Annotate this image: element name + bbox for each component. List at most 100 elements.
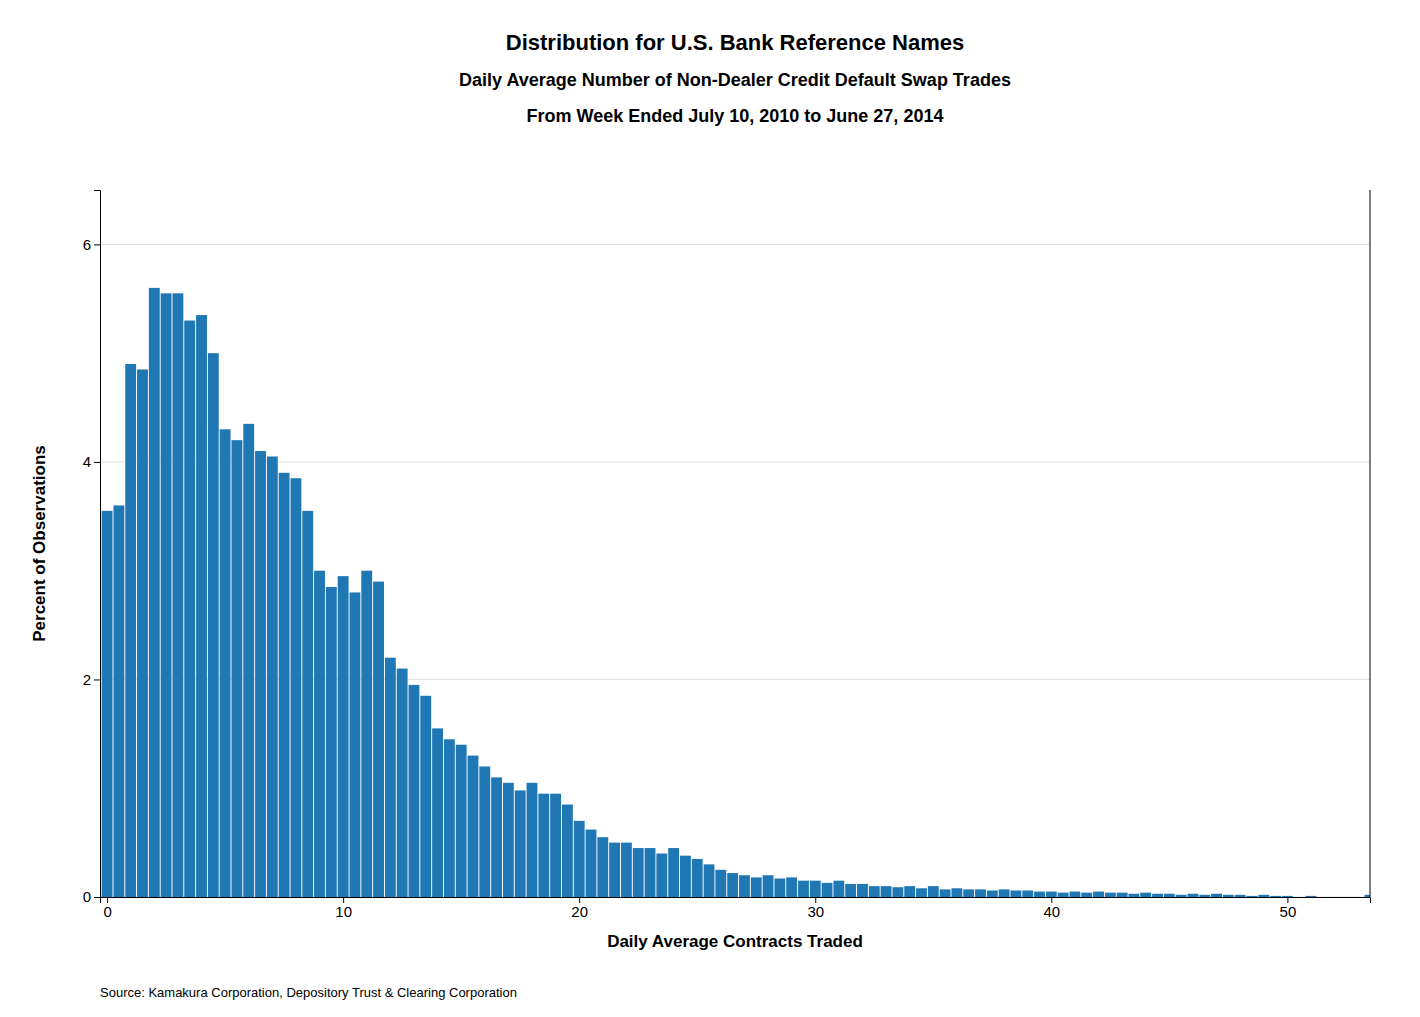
tick-label: 0 (83, 888, 91, 905)
bar (751, 877, 762, 897)
frame-line (1370, 190, 1371, 897)
bar (503, 783, 514, 897)
axis-line (101, 898, 1371, 904)
tick-label: 50 (1280, 903, 1297, 920)
bar (113, 505, 124, 897)
tick-label: 0 (103, 903, 111, 920)
bar (869, 886, 880, 897)
bar (1329, 897, 1340, 898)
tick-label: 20 (571, 903, 588, 920)
tick: 10 (335, 897, 352, 920)
bar (231, 440, 242, 897)
bar (1164, 894, 1175, 897)
tick-label: 40 (1043, 903, 1060, 920)
bar (184, 321, 195, 897)
bar (538, 794, 549, 897)
bar (1129, 894, 1140, 897)
bar (857, 884, 868, 897)
bar (845, 884, 856, 897)
tick: 0 (83, 888, 100, 905)
tick-label: 10 (335, 903, 352, 920)
bar (833, 881, 844, 897)
x-axis: 0 10 20 30 40 50 (101, 897, 1371, 920)
bar (1235, 895, 1246, 897)
bar (633, 848, 644, 897)
bars (102, 288, 1370, 897)
title: Distribution for U.S. Bank Reference Nam… (459, 30, 1011, 126)
bar (255, 451, 266, 897)
bar (1176, 895, 1187, 897)
x-axis-label: Daily Average Contracts Traded (607, 932, 863, 951)
bar (338, 576, 349, 897)
bar (692, 859, 703, 897)
bar (397, 669, 408, 897)
tick-mark (94, 462, 100, 463)
bar (243, 424, 254, 897)
bar (1058, 893, 1069, 897)
bar (385, 658, 396, 897)
bar (1294, 897, 1305, 898)
bar (881, 886, 892, 897)
bar (940, 889, 951, 897)
title-line: Distribution for U.S. Bank Reference Nam… (506, 30, 964, 55)
bar (739, 875, 750, 897)
bar (975, 889, 986, 897)
bar (1353, 897, 1364, 898)
bar (314, 571, 325, 897)
bar (326, 587, 337, 897)
bar (302, 511, 313, 897)
bar (892, 887, 903, 897)
bar (1093, 892, 1104, 897)
bar (172, 293, 183, 897)
tick: 40 (1043, 897, 1060, 920)
bar (515, 790, 526, 897)
bar (1282, 896, 1293, 897)
axis-line (94, 191, 101, 898)
bar (1081, 893, 1092, 897)
bar (291, 478, 302, 897)
bar (1247, 896, 1258, 897)
bar (904, 886, 915, 897)
grid-line (100, 461, 1370, 462)
bar (774, 879, 785, 897)
bar (432, 728, 443, 897)
tick-label: 2 (83, 671, 91, 688)
bar (1034, 892, 1045, 897)
bar (420, 696, 431, 897)
bar (137, 369, 148, 897)
bar (1069, 892, 1080, 897)
bar (1117, 893, 1128, 897)
grid-line (100, 244, 1370, 245)
bar (822, 883, 833, 897)
bar (668, 848, 679, 897)
bar (361, 571, 372, 897)
bar (267, 456, 278, 897)
bar (621, 843, 632, 897)
bar (161, 293, 172, 897)
tick: 50 (1280, 897, 1297, 920)
title-line: From Week Ended July 10, 2010 to June 27… (527, 106, 944, 126)
bar (597, 837, 608, 897)
bar (1258, 895, 1269, 897)
bar (409, 685, 420, 897)
bar (373, 582, 384, 897)
bar (1152, 894, 1163, 897)
bar (196, 315, 207, 897)
bar (1022, 890, 1033, 897)
bar (704, 864, 715, 897)
tick: 0 (103, 897, 111, 920)
bar (810, 881, 821, 897)
bar (656, 853, 667, 897)
tick-label: 30 (807, 903, 824, 920)
bar (1270, 896, 1281, 897)
bar (491, 777, 502, 897)
bar (574, 821, 585, 897)
bar (279, 473, 290, 897)
y-axis-label: Percent of Observations (30, 445, 49, 642)
bar (680, 856, 691, 897)
bar (1306, 896, 1317, 897)
grid (100, 244, 1370, 897)
bar (609, 843, 620, 897)
bar (468, 756, 479, 897)
bar (798, 881, 809, 897)
